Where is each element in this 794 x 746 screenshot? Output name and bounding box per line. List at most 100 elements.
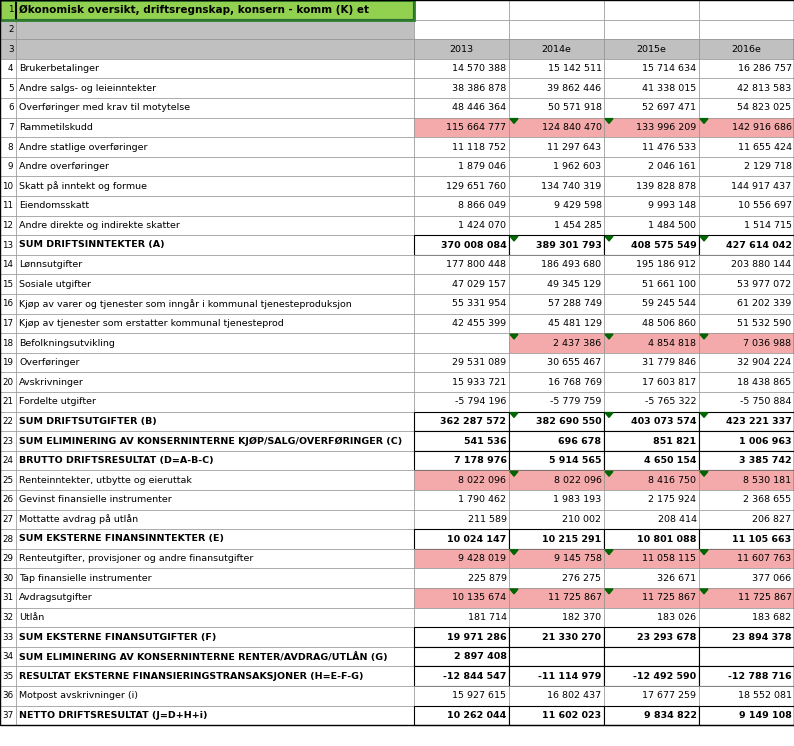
Bar <box>699 666 794 686</box>
Bar <box>604 216 699 235</box>
Bar <box>16 78 414 98</box>
Bar <box>509 490 604 510</box>
Text: RESULTAT EKSTERNE FINANSIERINGSTRANSAKSJONER (H=E-F-G): RESULTAT EKSTERNE FINANSIERINGSTRANSAKSJ… <box>19 671 364 680</box>
Bar <box>0 706 16 725</box>
Bar <box>16 313 414 333</box>
Text: 2 129 718: 2 129 718 <box>743 162 792 171</box>
Text: -12 844 547: -12 844 547 <box>443 671 507 680</box>
Text: Kjøp av varer og tjenester som inngår i kommunal tjenesteproduksjon: Kjøp av varer og tjenester som inngår i … <box>19 299 352 309</box>
Text: 10 556 697: 10 556 697 <box>738 201 792 210</box>
Bar <box>16 235 414 255</box>
Text: 2013: 2013 <box>449 45 473 54</box>
Text: Andre overføringer: Andre overføringer <box>19 162 109 171</box>
Text: 134 740 319: 134 740 319 <box>542 182 602 191</box>
Text: 8: 8 <box>8 142 13 151</box>
Bar <box>509 255 604 275</box>
Bar <box>509 568 604 588</box>
Bar <box>414 529 509 549</box>
Text: 541 536: 541 536 <box>464 436 507 445</box>
Bar <box>16 0 414 19</box>
Bar <box>509 353 604 372</box>
Bar <box>414 353 509 372</box>
Text: Sosiale utgifter: Sosiale utgifter <box>19 280 91 289</box>
Bar <box>0 647 16 666</box>
Bar <box>414 372 509 392</box>
Bar <box>699 392 794 412</box>
Bar <box>604 549 699 568</box>
Text: 19 971 286: 19 971 286 <box>447 633 507 642</box>
Bar <box>699 294 794 313</box>
Bar <box>509 137 604 157</box>
Text: 427 614 042: 427 614 042 <box>726 240 792 249</box>
Bar <box>699 0 794 19</box>
Bar <box>16 294 414 313</box>
Text: 36: 36 <box>2 692 13 700</box>
Bar <box>699 19 794 40</box>
Text: 1 514 715: 1 514 715 <box>743 221 792 230</box>
Bar <box>604 372 699 392</box>
Bar <box>699 137 794 157</box>
Text: 8 022 096: 8 022 096 <box>458 476 507 485</box>
Bar <box>699 313 794 333</box>
Text: 408 575 549: 408 575 549 <box>630 240 696 249</box>
Text: 26: 26 <box>2 495 13 504</box>
Text: 35: 35 <box>2 671 13 680</box>
Bar <box>0 529 16 549</box>
Text: 10 135 674: 10 135 674 <box>453 593 507 602</box>
Bar <box>699 353 794 372</box>
Polygon shape <box>700 119 708 123</box>
Text: 10 801 088: 10 801 088 <box>637 534 696 544</box>
Text: 115 664 777: 115 664 777 <box>446 123 507 132</box>
Text: 1 484 500: 1 484 500 <box>649 221 696 230</box>
Polygon shape <box>700 334 708 339</box>
Bar <box>16 216 414 235</box>
Bar <box>604 196 699 216</box>
Bar <box>0 40 16 59</box>
Polygon shape <box>700 413 708 418</box>
Text: 1 879 046: 1 879 046 <box>458 162 507 171</box>
Text: 9: 9 <box>8 162 13 171</box>
Polygon shape <box>510 589 518 594</box>
Text: 31: 31 <box>2 593 13 602</box>
Bar <box>0 588 16 607</box>
Bar <box>16 647 414 666</box>
Text: 16 768 769: 16 768 769 <box>548 377 602 386</box>
Bar <box>16 529 414 549</box>
Bar <box>414 412 509 431</box>
Bar <box>699 529 794 549</box>
Text: Fordelte utgifter: Fordelte utgifter <box>19 398 96 407</box>
Text: Avdragsutgifter: Avdragsutgifter <box>19 593 93 602</box>
Bar <box>509 0 604 19</box>
Bar <box>0 235 16 255</box>
Text: 177 800 448: 177 800 448 <box>446 260 507 269</box>
Text: 16 286 757: 16 286 757 <box>738 64 792 73</box>
Bar <box>16 118 414 137</box>
Bar <box>414 333 509 353</box>
Text: 7 036 988: 7 036 988 <box>743 339 792 348</box>
Text: SUM EKSTERNE FINANSINNTEKTER (E): SUM EKSTERNE FINANSINNTEKTER (E) <box>19 534 224 544</box>
Text: 1 006 963: 1 006 963 <box>739 436 792 445</box>
Bar <box>16 412 414 431</box>
Bar <box>16 392 414 412</box>
Bar <box>699 333 794 353</box>
Text: Andre statlige overføringer: Andre statlige overføringer <box>19 142 148 151</box>
Bar <box>16 666 414 686</box>
Text: 2 175 924: 2 175 924 <box>649 495 696 504</box>
Text: 20: 20 <box>2 377 13 386</box>
Text: 50 571 918: 50 571 918 <box>548 103 602 113</box>
Bar <box>0 627 16 647</box>
Text: 54 823 025: 54 823 025 <box>738 103 792 113</box>
Bar <box>16 353 414 372</box>
Bar <box>604 0 699 19</box>
Text: 183 682: 183 682 <box>753 613 792 622</box>
Bar <box>0 255 16 275</box>
Bar <box>16 40 414 59</box>
Bar <box>604 294 699 313</box>
Polygon shape <box>700 550 708 554</box>
Text: 22: 22 <box>2 417 13 426</box>
Text: 11: 11 <box>2 201 13 210</box>
Bar <box>509 627 604 647</box>
Polygon shape <box>605 236 613 241</box>
Text: 2015e: 2015e <box>637 45 666 54</box>
Text: BRUTTO DRIFTSRESULTAT (D=A-B-C): BRUTTO DRIFTSRESULTAT (D=A-B-C) <box>19 456 214 465</box>
